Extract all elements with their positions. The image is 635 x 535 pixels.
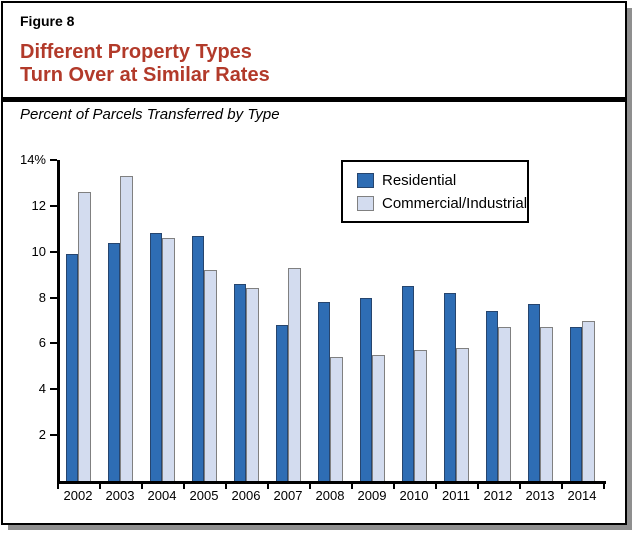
- y-axis-label-10: 10: [31, 243, 46, 259]
- y-axis-tick: [50, 204, 57, 207]
- x-axis-tick: [477, 484, 479, 489]
- bar-residential-2012: [485, 311, 498, 481]
- bar-commercial-2006: [246, 288, 259, 481]
- y-axis-tick: [50, 388, 57, 391]
- bar-commercial-2013: [540, 327, 553, 481]
- y-axis-label-8: 8: [38, 289, 46, 305]
- x-axis-label-2005: 2005: [189, 488, 219, 503]
- title-divider-rule: [3, 97, 625, 102]
- y-axis-label-6: 6: [38, 335, 46, 351]
- x-axis-tick: [57, 484, 59, 489]
- bar-commercial-2009: [372, 354, 385, 481]
- bar-residential-2009: [359, 297, 372, 481]
- x-axis-tick: [393, 484, 395, 489]
- figure-title: Different Property Types Turn Over at Si…: [20, 41, 270, 87]
- bar-commercial-2011: [456, 348, 469, 481]
- x-axis-label-2014: 2014: [567, 488, 597, 503]
- x-axis-line: [57, 481, 606, 484]
- figure-number: Figure 8: [20, 13, 75, 29]
- bar-residential-2011: [443, 292, 456, 481]
- figure-title-line2: Turn Over at Similar Rates: [20, 64, 270, 86]
- bar-residential-2002: [65, 254, 78, 481]
- x-axis-label-2011: 2011: [442, 488, 470, 503]
- legend-swatch-commercial: [357, 196, 374, 211]
- y-axis-tick: [50, 342, 57, 345]
- figure-title-line1: Different Property Types: [20, 41, 252, 63]
- x-axis-tick: [225, 484, 227, 489]
- y-axis-label-2: 2: [38, 427, 46, 443]
- x-axis-tick: [267, 484, 269, 489]
- legend-label-residential: Residential: [382, 172, 457, 189]
- x-axis-tick: [603, 484, 605, 489]
- x-axis-label-2013: 2013: [525, 488, 555, 503]
- y-axis-label-12: 12: [31, 197, 46, 213]
- bar-commercial-2003: [120, 176, 133, 481]
- x-axis-label-2004: 2004: [147, 488, 177, 503]
- y-axis-tick: [50, 296, 57, 299]
- bar-commercial-2012: [498, 327, 511, 481]
- y-axis-tick: [50, 250, 57, 253]
- legend-entry-commercial: Commercial/Industrial: [357, 195, 527, 212]
- x-axis-tick: [183, 484, 185, 489]
- y-axis-line: [57, 160, 60, 484]
- bar-commercial-2010: [414, 350, 427, 481]
- x-axis-label-2002: 2002: [63, 488, 93, 503]
- x-axis-label-2008: 2008: [315, 488, 345, 503]
- x-axis-tick: [561, 484, 563, 489]
- legend-swatch-residential: [357, 173, 374, 188]
- figure-8-panel: Figure 8 Different Property Types Turn O…: [1, 1, 627, 525]
- bar-commercial-2002: [78, 192, 91, 481]
- x-axis-tick: [141, 484, 143, 489]
- y-axis-label-14: 14%: [19, 152, 46, 167]
- bar-commercial-2014: [582, 320, 595, 481]
- bar-residential-2003: [107, 242, 120, 481]
- bar-residential-2010: [401, 286, 414, 481]
- x-axis-label-2003: 2003: [105, 488, 135, 503]
- x-axis-tick: [435, 484, 437, 489]
- bar-commercial-2005: [204, 270, 217, 481]
- bar-commercial-2007: [288, 267, 301, 481]
- x-axis-tick: [351, 484, 353, 489]
- bar-residential-2008: [317, 302, 330, 481]
- chart-subtitle: Percent of Parcels Transferred by Type: [20, 106, 280, 123]
- legend-label-commercial: Commercial/Industrial: [382, 195, 528, 212]
- x-axis-label-2006: 2006: [231, 488, 261, 503]
- x-axis-tick: [309, 484, 311, 489]
- bar-residential-2005: [191, 235, 204, 481]
- x-axis-tick: [99, 484, 101, 489]
- bar-commercial-2004: [162, 237, 175, 481]
- bar-residential-2004: [149, 233, 162, 481]
- x-axis-label-2007: 2007: [273, 488, 303, 503]
- y-axis-label-4: 4: [38, 381, 46, 397]
- legend-entry-residential: Residential: [357, 172, 456, 189]
- bar-chart-canvas: 14% 12 10 8 6 4 2 2002 2003 2004 2005 2006 2007 2008 2…: [3, 3, 625, 523]
- y-axis-tick: [50, 434, 57, 437]
- bar-residential-2014: [569, 327, 582, 481]
- bar-residential-2006: [233, 283, 246, 481]
- bar-residential-2007: [275, 325, 288, 481]
- x-axis-label-2010: 2010: [399, 488, 429, 503]
- bar-residential-2013: [527, 304, 540, 481]
- chart-legend: Residential Commercial/Industrial: [341, 160, 529, 223]
- x-axis-label-2009: 2009: [357, 488, 387, 503]
- bar-commercial-2008: [330, 357, 343, 481]
- x-axis-label-2012: 2012: [483, 488, 513, 503]
- y-axis-tick: [50, 159, 57, 161]
- x-axis-tick: [519, 484, 521, 489]
